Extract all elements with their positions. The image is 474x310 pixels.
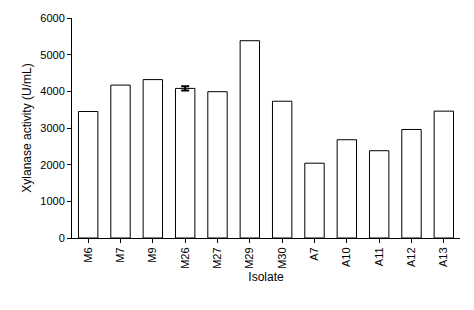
svg-text:M9: M9 <box>146 247 158 262</box>
svg-text:Xylanase activity (U/mL): Xylanase activity (U/mL) <box>20 63 34 192</box>
svg-text:3000: 3000 <box>40 122 64 134</box>
svg-text:M6: M6 <box>82 247 94 262</box>
svg-text:M26: M26 <box>179 247 191 268</box>
svg-text:M29: M29 <box>243 247 255 268</box>
svg-text:M27: M27 <box>211 247 223 268</box>
svg-text:A11: A11 <box>373 247 385 266</box>
svg-text:6000: 6000 <box>40 12 64 24</box>
svg-text:A7: A7 <box>308 247 320 260</box>
svg-text:A10: A10 <box>340 247 352 267</box>
svg-text:A13: A13 <box>437 247 449 267</box>
svg-text:A12: A12 <box>405 247 417 267</box>
svg-text:Isolate: Isolate <box>248 270 284 284</box>
svg-text:4000: 4000 <box>40 85 64 97</box>
svg-text:2000: 2000 <box>40 159 64 171</box>
svg-text:5000: 5000 <box>40 49 64 61</box>
svg-text:0: 0 <box>59 232 65 244</box>
svg-text:M30: M30 <box>276 247 288 268</box>
svg-text:1000: 1000 <box>40 195 64 207</box>
svg-text:M7: M7 <box>114 247 126 262</box>
